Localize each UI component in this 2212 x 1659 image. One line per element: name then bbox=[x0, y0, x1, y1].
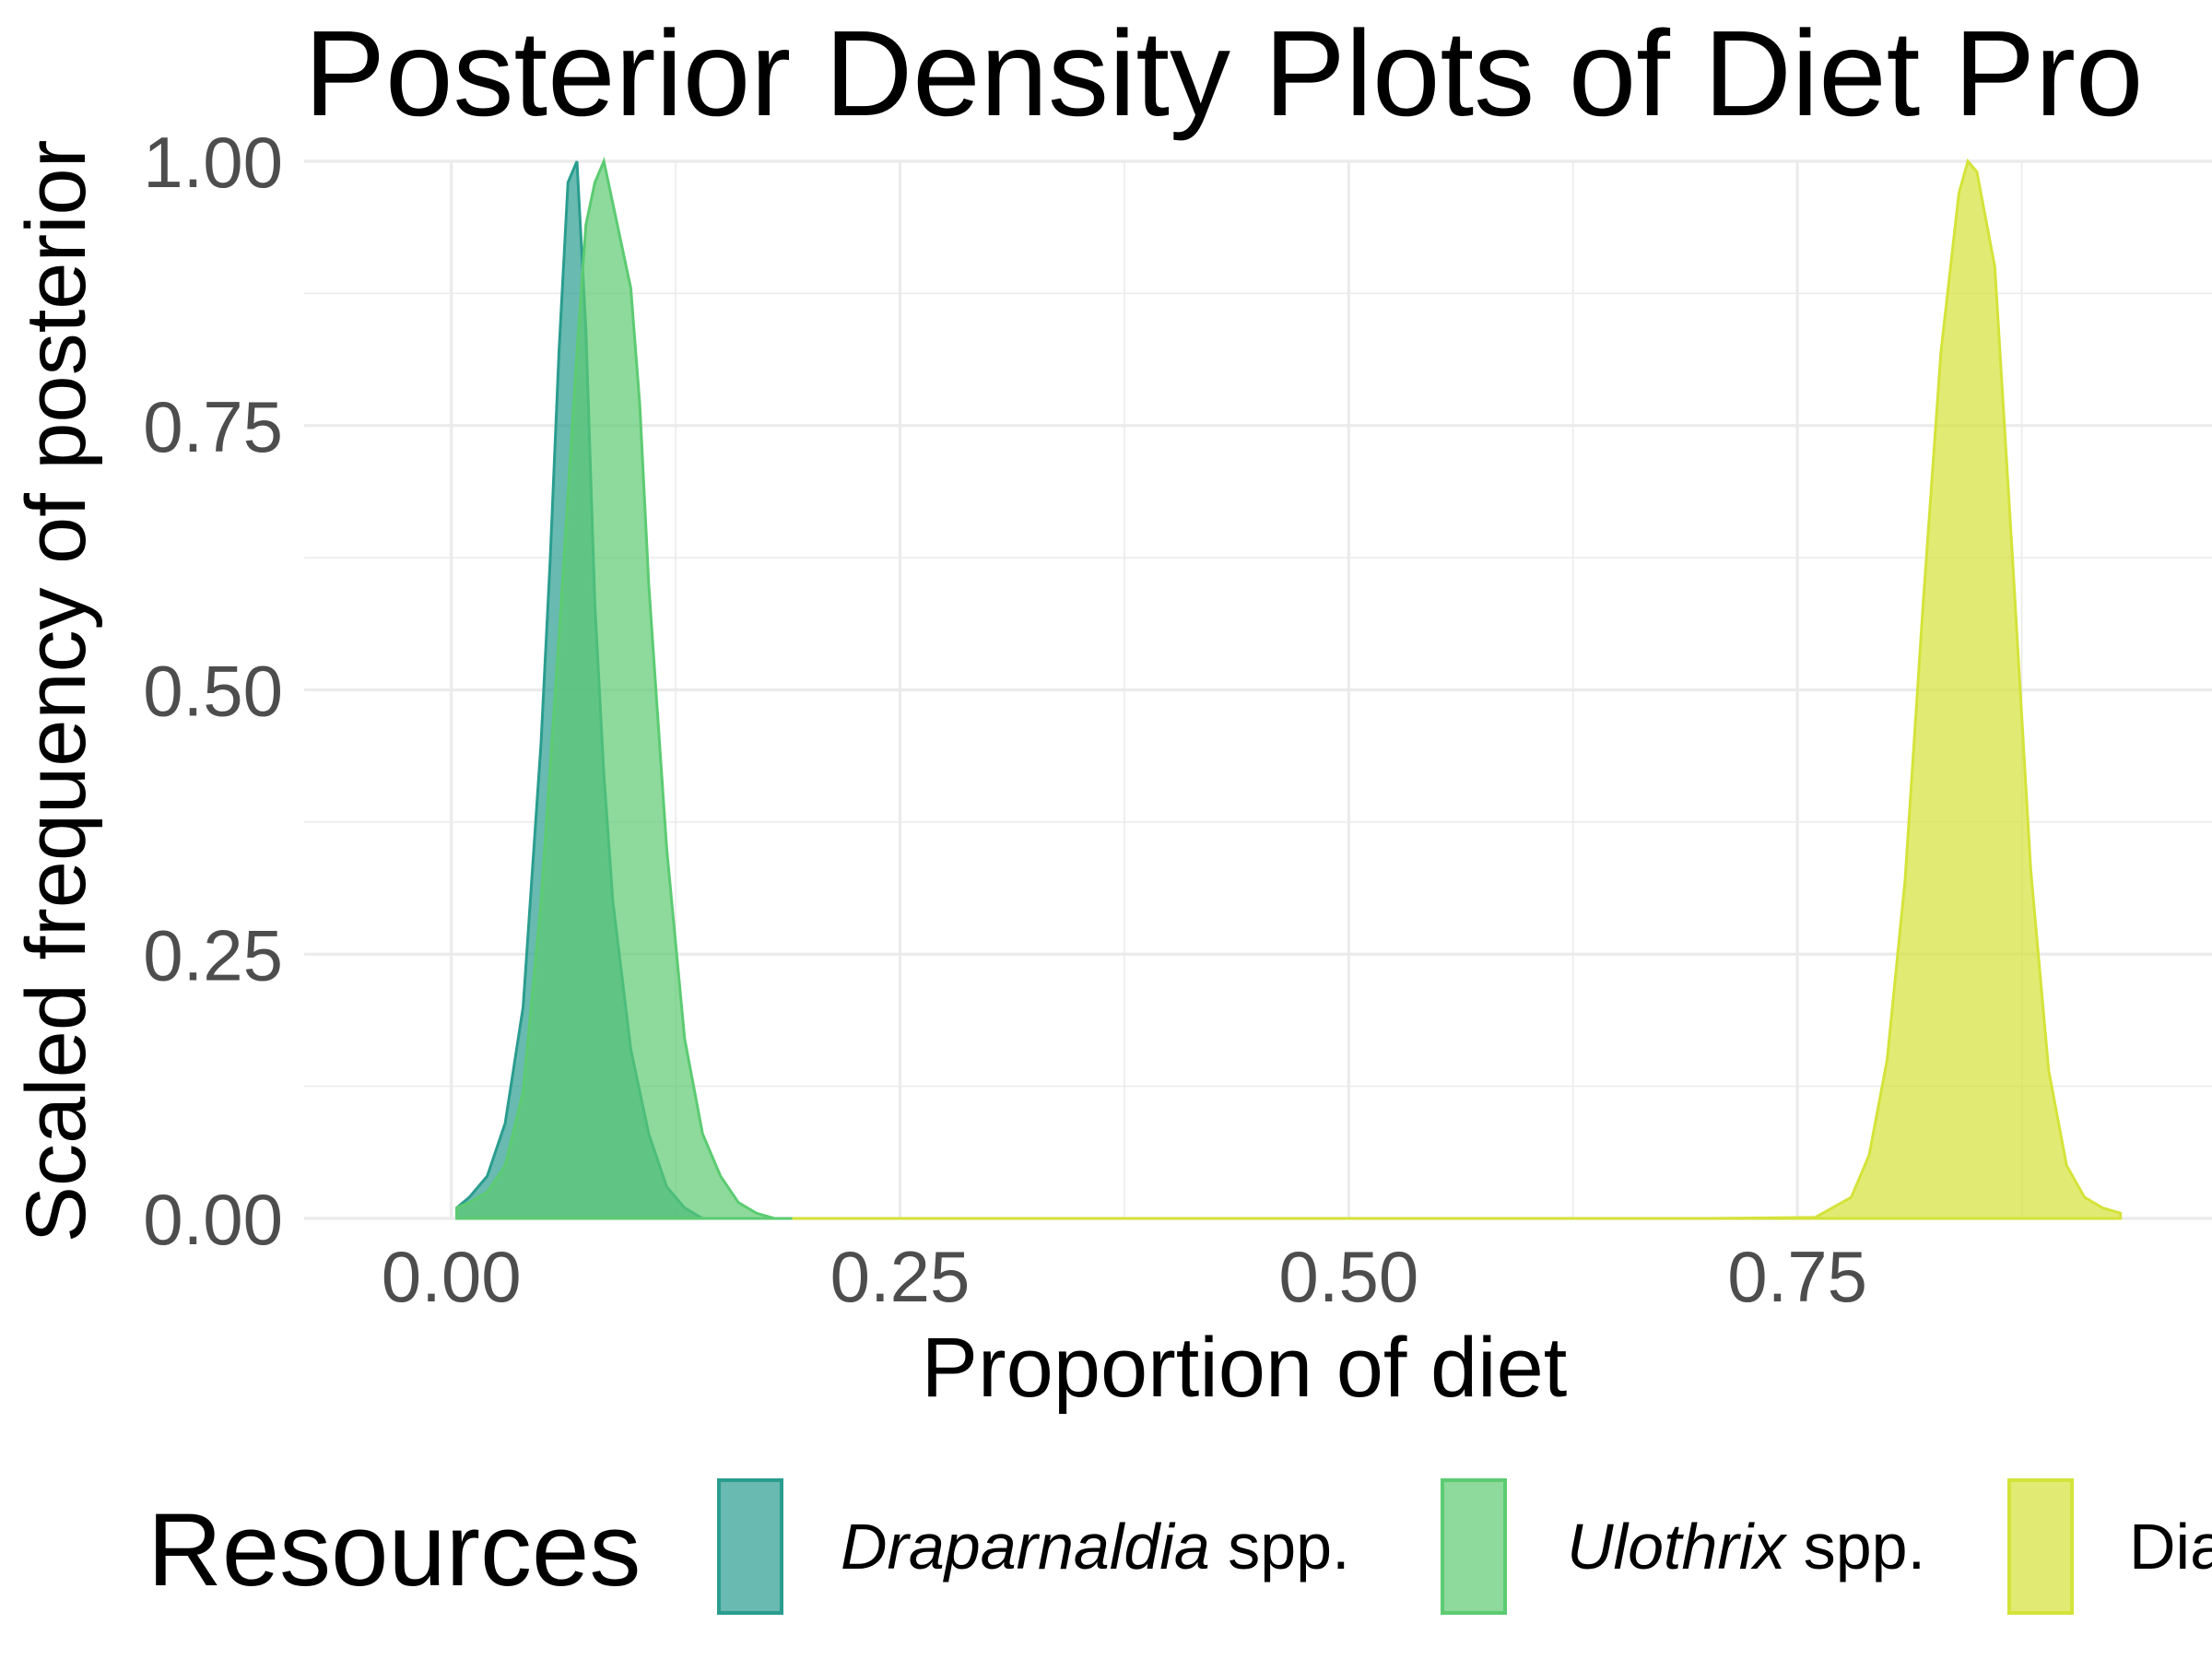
y-tick-label: 0.25 bbox=[143, 914, 283, 995]
y-axis-title: Scaled frequency of posterior bbox=[9, 140, 103, 1243]
legend-label-italic: Draparnaldia bbox=[841, 1511, 1210, 1583]
density-area-2 bbox=[455, 157, 793, 1220]
legend-label-plain: spp. bbox=[1785, 1511, 1925, 1583]
x-tick-label: 0.50 bbox=[1278, 1236, 1418, 1317]
legend-label-1: Draparnaldia spp. bbox=[841, 1511, 1350, 1583]
legend-label-2: Ulothrix spp. bbox=[1567, 1511, 1925, 1583]
legend-key-3 bbox=[2007, 1478, 2074, 1615]
x-tick-label: 0.25 bbox=[830, 1236, 971, 1317]
legend-label-plain: Dia bbox=[2129, 1511, 2212, 1583]
chart-title: Posterior Density Plots of Diet Pro bbox=[304, 6, 2143, 141]
legend-key-2 bbox=[1441, 1478, 1507, 1615]
legend-title: Resources bbox=[147, 1492, 641, 1607]
x-tick-label: 0.75 bbox=[1727, 1236, 1867, 1317]
y-tick-label: 1.00 bbox=[143, 122, 283, 203]
x-axis-title: Proportion of diet bbox=[922, 1321, 1568, 1415]
density-area-3 bbox=[792, 158, 2123, 1220]
legend-label-italic: Ulothrix bbox=[1567, 1511, 1788, 1583]
legend-label-plain: spp. bbox=[1210, 1511, 1350, 1583]
y-tick-label: 0.50 bbox=[143, 651, 283, 732]
x-tick-label: 0.00 bbox=[382, 1236, 522, 1317]
x-tick-labels: 0.00 0.25 0.50 0.75 bbox=[382, 1236, 1867, 1317]
y-tick-label: 0.75 bbox=[143, 386, 283, 467]
y-tick-labels: 0.00 0.25 0.50 0.75 1.00 bbox=[143, 122, 283, 1260]
legend: Resources Draparnaldia spp. Ulothrix spp.… bbox=[147, 1478, 2212, 1615]
legend-key-1 bbox=[717, 1478, 783, 1615]
density-series bbox=[455, 157, 2123, 1220]
legend-label-3: Dia bbox=[2129, 1511, 2212, 1583]
y-tick-label: 0.00 bbox=[143, 1179, 283, 1260]
